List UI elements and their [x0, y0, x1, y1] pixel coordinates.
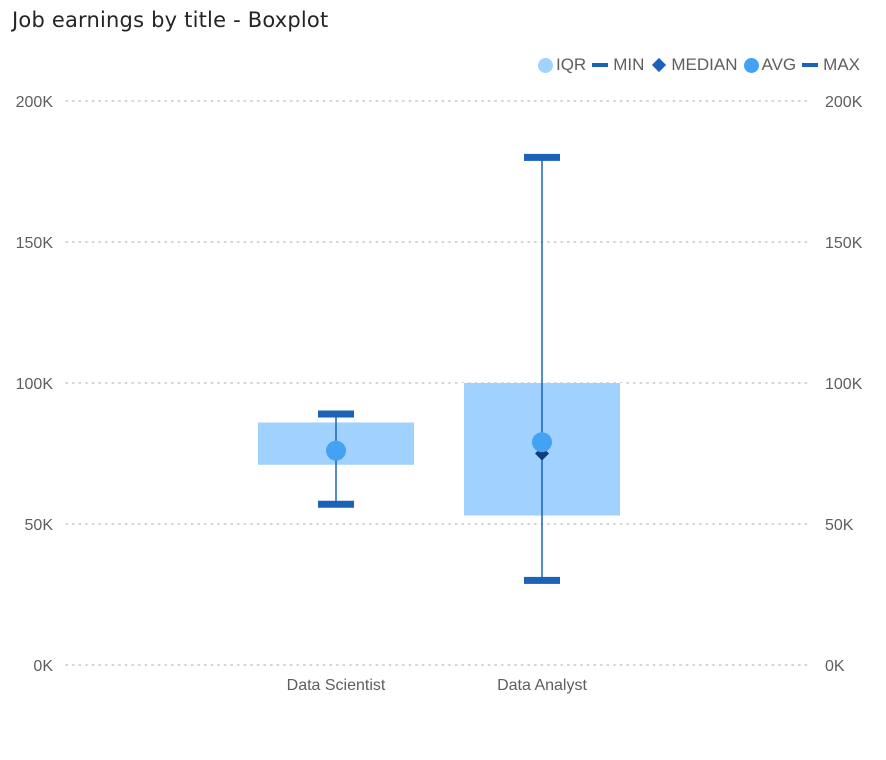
legend-item-iqr[interactable]: IQR [537, 55, 587, 75]
y-tick-left-50K: 50K [25, 517, 54, 534]
legend-max-label: MAX [823, 55, 860, 74]
min-cap-data-scientist [318, 500, 354, 508]
x-tick-data-scientist: Data Scientist [287, 677, 386, 694]
legend-iqr-marker [537, 57, 553, 73]
legend-median-label: MEDIAN [671, 55, 738, 74]
legend-item-min[interactable]: MIN [592, 55, 644, 75]
avg-marker-data-analyst [532, 432, 552, 453]
y-tick-right-0K: 0K [825, 658, 845, 675]
max-cap-data-scientist [318, 410, 354, 418]
min-cap-data-analyst [524, 576, 560, 584]
max-cap-data-analyst [524, 153, 560, 161]
legend-iqr-label: IQR [555, 55, 587, 74]
y-tick-right-150K: 150K [825, 235, 863, 252]
legend: IQR MIN MEDIAN AVG MAX [537, 55, 860, 75]
y-tick-left-0K: 0K [33, 658, 53, 675]
y-tick-left-150K: 150K [16, 235, 54, 252]
legend-item-median[interactable]: MEDIAN [650, 55, 738, 75]
chart-title: Job earnings by title - Boxplot [12, 8, 329, 32]
legend-item-max[interactable]: MAX [802, 55, 860, 75]
y-tick-left-100K: 100K [16, 376, 54, 393]
legend-min-label: MIN [613, 55, 645, 74]
legend-min-marker [592, 63, 609, 67]
legend-item-avg[interactable]: AVG [743, 55, 797, 75]
y-tick-right-50K: 50K [825, 517, 854, 534]
y-tick-right-200K: 200K [825, 94, 863, 111]
legend-max-marker [802, 63, 819, 67]
y-tick-right-100K: 100K [825, 376, 863, 393]
legend-avg-marker [743, 57, 759, 73]
x-tick-data-analyst: Data Analyst [497, 677, 587, 694]
avg-marker-data-scientist [326, 440, 346, 461]
legend-avg-label: AVG [761, 55, 797, 74]
y-tick-left-200K: 200K [16, 94, 54, 111]
